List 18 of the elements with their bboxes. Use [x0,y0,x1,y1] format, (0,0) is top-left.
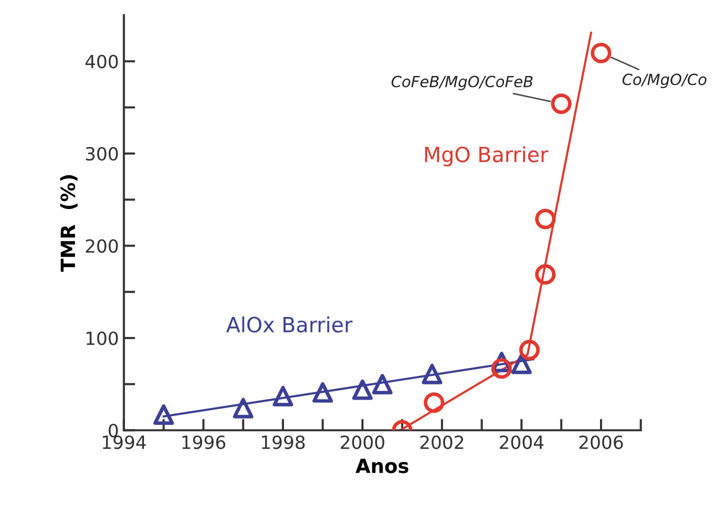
annotation: Co/MgO/Co [622,74,706,88]
x-tick-label: 1998 [262,435,305,450]
x-tick-label: 2004 [500,435,544,450]
x-tick-label: 1994 [102,435,146,450]
y-tick-label: 400 [85,54,118,68]
series-label: MgO Barrier [425,146,548,166]
y-tick-label: 300 [86,146,118,161]
text: AlOx Barrier [226,316,352,333]
x-tick-label: 2002 [420,435,464,450]
annotation: CoFeB/MgO/CoFeB [392,76,533,90]
x-tick-label: 1996 [182,435,226,450]
x-tick-label: 2006 [579,435,623,450]
x-axis-title: Anos [356,458,408,474]
y-tick-label: 0 [108,424,118,438]
y-tick-label: 200 [86,239,118,253]
x-tick-label: 2000 [340,435,384,450]
y-tick-label: 100 [86,331,118,346]
y-axis-title: TMR (%) [60,175,78,272]
